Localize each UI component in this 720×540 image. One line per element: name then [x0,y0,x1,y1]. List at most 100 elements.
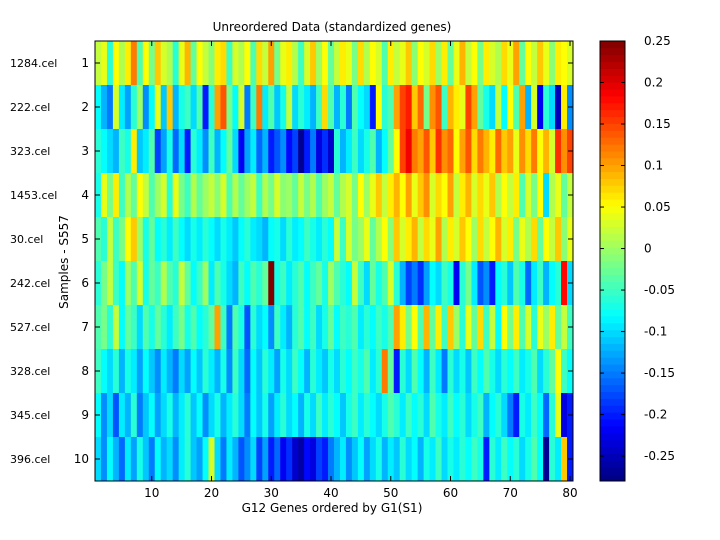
heatmap-cell [274,437,281,482]
heatmap-cell [250,173,257,218]
heatmap-cell [501,129,508,174]
heatmap-cell [328,85,335,130]
heatmap-cell [178,85,186,130]
heatmap-cell [501,305,508,350]
heatmap-cell [256,129,263,174]
heatmap-cell [178,305,186,350]
heatmap-cell [489,393,496,438]
heatmap-cell [477,129,484,174]
heatmap-cell [429,349,436,394]
heatmap-cell [190,261,197,306]
heatmap-cell [136,41,144,86]
colorbar-segment [600,164,625,173]
heatmap-cell [328,217,335,262]
heatmap-cell [334,261,341,306]
colorbar-segment [600,364,625,372]
heatmap-cell [441,261,448,306]
heatmap-cell [489,41,496,86]
heatmap-cell [262,349,269,394]
heatmap-cell [501,437,508,482]
heatmap-cell [250,217,257,262]
heatmap-cell [453,393,460,438]
heatmap-cell [423,129,431,174]
colorbar-segment [600,467,625,475]
heatmap-cell [429,305,436,350]
y-axis-label: Samples - S557 [57,215,71,309]
heatmap-cell [298,173,305,218]
heatmap-cell [250,41,257,86]
heatmap-cell [202,305,209,350]
colorbar-segment [600,439,625,448]
heatmap-cell [513,305,520,350]
heatmap-cell [417,85,425,130]
heatmap-cell [459,85,466,130]
heatmap-cell [184,129,192,174]
heatmap-cell [220,41,227,86]
heatmap-cell [160,393,168,438]
heatmap-cell [393,305,401,350]
heatmap-cell [549,393,556,438]
sample-label: 527.cel [10,321,50,334]
heatmap-cell [519,437,526,482]
heatmap-cell [387,305,395,350]
heatmap-cell [417,173,425,218]
heatmap-cell [280,349,287,394]
colorbar-tick-label: -0.2 [644,408,667,422]
heatmap-cell [423,41,431,86]
heatmap-cell [166,41,174,86]
heatmap-cell [441,305,448,350]
heatmap-cell [280,85,287,130]
heatmap-cell [465,393,472,438]
heatmap-cell [208,261,215,306]
colorbar-segment [600,102,625,111]
colorbar-segment [600,377,625,386]
heatmap-cell [525,437,532,482]
colorbar-segment [600,109,625,118]
heatmap-cell [495,129,502,174]
heatmap-cell [244,305,251,350]
heatmap-cell [202,349,209,394]
heatmap-cell [537,349,544,394]
sample-label: 30.cel [10,233,43,246]
heatmap-cell [238,173,245,218]
heatmap-cell [316,85,323,130]
heatmap-cell [214,173,221,218]
heatmap-cell [178,41,186,86]
heatmap-cell [459,261,466,306]
colorbar-segment [600,384,625,393]
heatmap-cell [292,41,299,86]
x-tick-label: 70 [503,486,518,500]
heatmap-cell [471,129,478,174]
heatmap-cell [489,305,496,350]
heatmap-cell [351,217,359,262]
heatmap-cell [328,437,335,482]
heatmap-cell [351,41,359,86]
heatmap-cell [172,217,180,262]
heatmap-cell [429,217,436,262]
heatmap-cell [214,41,221,86]
heatmap-cell [447,129,454,174]
heatmap-cell [196,349,203,394]
heatmap-cell [238,217,245,262]
heatmap-cell [124,173,132,218]
heatmap-cell [459,129,466,174]
heatmap-cell [142,393,150,438]
heatmap-cell [286,217,293,262]
colorbar-segment [600,460,625,468]
heatmap-cell [256,85,263,130]
heatmap-cell [393,173,401,218]
heatmap-cell [166,437,174,482]
heatmap-cell [232,437,239,482]
heatmap-cell [280,173,287,218]
heatmap-cell [453,129,460,174]
heatmap-cell [106,217,114,262]
colorbar-tick-label: -0.1 [644,325,667,339]
heatmap-cell [286,129,293,174]
heatmap-cell [381,85,389,130]
heatmap-cell [423,393,431,438]
heatmap-cell [507,261,514,306]
heatmap-cell [136,349,144,394]
heatmap-cell [154,393,162,438]
heatmap-cell [555,261,562,306]
heatmap-cell [280,41,287,86]
